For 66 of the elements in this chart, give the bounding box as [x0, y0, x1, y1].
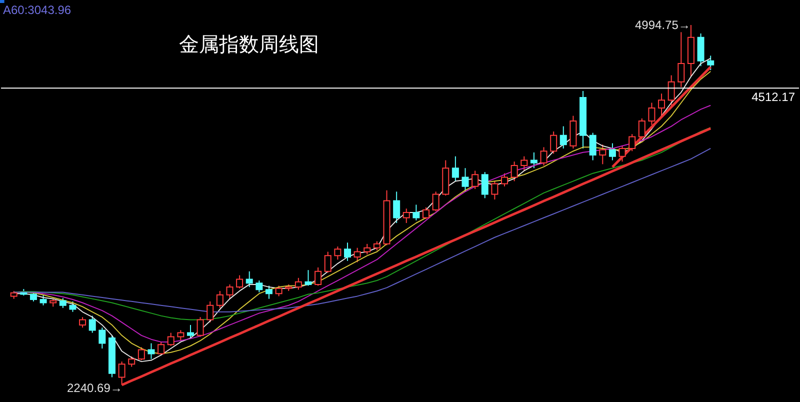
candlestick: [648, 102, 656, 126]
candlestick: [412, 204, 420, 221]
candlestick: [206, 300, 214, 323]
candlestick: [707, 55, 714, 71]
annotation: 4994.75→: [635, 18, 690, 32]
candlestick: [128, 356, 136, 368]
candlestick: [618, 145, 626, 162]
candlestick: [69, 300, 76, 312]
candlestick: [668, 74, 675, 106]
candlestick: [256, 280, 263, 293]
candlestick: [393, 191, 400, 224]
candlestick: [491, 180, 498, 200]
candlestick: [158, 341, 165, 356]
candlestick: [599, 144, 606, 165]
candlestick: [678, 32, 685, 88]
candlestick: [608, 142, 616, 161]
candlestick: [177, 330, 184, 342]
candlestick: [540, 146, 548, 166]
candlestick: [40, 294, 47, 306]
candlestick: [196, 316, 204, 338]
candlestick: [472, 170, 479, 190]
candlestick: [530, 152, 538, 169]
candlestick: [186, 324, 194, 339]
candlestick: [432, 191, 440, 212]
candlestick: [246, 270, 253, 288]
candlestick: [560, 126, 567, 149]
candlestick: [658, 93, 666, 118]
candlestick: [98, 327, 106, 349]
candlestick: [275, 285, 282, 297]
candlestick: [422, 206, 430, 220]
candlestick: [334, 246, 342, 260]
candlestick: [59, 298, 66, 308]
candlestick: [294, 277, 302, 290]
candlestick: [520, 156, 528, 172]
candlestick: [373, 240, 380, 251]
candlestick: [216, 290, 224, 308]
candlestick: [510, 161, 518, 182]
candlestick: [481, 172, 488, 199]
candlestick: [550, 131, 558, 154]
candlestick: [167, 332, 174, 346]
candlestick: [88, 315, 96, 334]
candlestick: [226, 284, 234, 300]
candlestick: [148, 342, 155, 360]
candlestick: [118, 361, 126, 386]
candlestick: [344, 242, 351, 262]
candlestick: [314, 266, 322, 286]
candlestick: [589, 132, 596, 161]
candlestick: [628, 134, 636, 152]
candlestick: [354, 247, 361, 263]
candlestick: [236, 274, 244, 289]
candlestick: [452, 156, 459, 182]
candlestick: [304, 270, 312, 286]
candlestick: [501, 172, 508, 187]
candlestick: [638, 118, 646, 140]
chart-title: 金属指数周线图: [179, 32, 319, 56]
text: A60:3043.96: [3, 3, 72, 17]
candlestick: [265, 285, 272, 300]
candlestick: [324, 251, 332, 274]
candlestick: [79, 316, 86, 328]
candlestick: [364, 243, 371, 255]
candlestick: [138, 346, 145, 361]
candlestick: [402, 208, 410, 224]
candlestick: [697, 32, 704, 67]
ref-line-label: 4512.17: [752, 90, 796, 104]
candlestick: [462, 168, 469, 192]
annotation: 2240.69→: [67, 381, 122, 395]
